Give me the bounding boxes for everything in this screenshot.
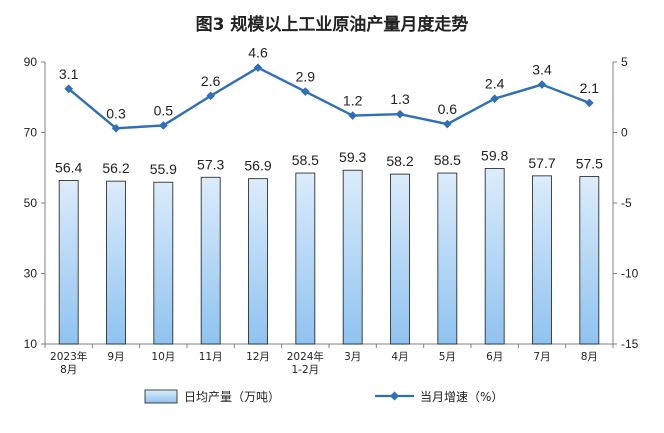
bar-data-label: 57.3 [197, 156, 224, 172]
line-point [111, 123, 121, 133]
line-data-label: 2.9 [296, 69, 316, 85]
line-point [159, 121, 168, 130]
x-tick-label: 2024年 1-2月 [287, 350, 324, 376]
x-tick-label-line: 2023年 [50, 350, 87, 363]
bar [295, 172, 316, 345]
x-tick-label-line: 8月 [581, 351, 598, 363]
line-data-label: 0.3 [106, 105, 126, 121]
left-tick-label: 70 [24, 126, 38, 140]
bar-data-label: 58.5 [434, 152, 461, 168]
bar-series [58, 168, 600, 345]
bar [484, 168, 505, 345]
line-point [443, 119, 452, 129]
chart-title: 图3 规模以上工业原油产量月度走势 [196, 14, 469, 35]
bar [437, 172, 458, 345]
x-tick-label-line: 12月 [246, 351, 270, 363]
bar-data-label: 56.2 [102, 160, 129, 176]
bar [106, 180, 126, 345]
x-tick-label: 4月 [391, 351, 408, 363]
line-data-label: 1.2 [343, 93, 363, 109]
line-data-label: 3.1 [59, 66, 79, 82]
bar [153, 181, 174, 345]
left-axis: 90 70 50 30 10 [24, 55, 46, 351]
left-tick-label: 30 [24, 267, 38, 281]
x-tick-label: 5月 [439, 351, 456, 363]
bar [200, 176, 221, 345]
bar-data-label: 59.3 [339, 149, 366, 165]
bar [390, 173, 410, 345]
x-tick-label-line: 7月 [533, 351, 550, 363]
legend-line-label: 当月增速（%） [420, 390, 503, 404]
x-tick-label: 8月 [581, 351, 598, 363]
x-tick-label-line: 11月 [199, 351, 223, 363]
bar [579, 176, 600, 345]
bar-data-label: 56.4 [55, 159, 82, 175]
right-tick-label: -15 [621, 337, 639, 351]
line-data-label: 2.1 [580, 80, 600, 96]
x-tick-label-line: 3月 [344, 351, 361, 363]
line-path [67, 66, 590, 130]
line-data-label: 2.6 [201, 73, 221, 89]
line-point [253, 63, 263, 72]
line-point [537, 80, 547, 89]
bar [58, 180, 79, 345]
line-point [348, 111, 357, 120]
bar-data-label: 59.8 [481, 147, 508, 163]
line-point [490, 94, 499, 103]
x-tick-label: 9月 [107, 351, 124, 363]
line-data-label: 3.4 [532, 62, 552, 78]
line-data-label: 0.5 [154, 102, 174, 118]
line-point [64, 84, 73, 94]
right-tick-label: 5 [621, 55, 628, 69]
line-point [585, 98, 594, 108]
x-tick-label-line: 9月 [107, 351, 124, 363]
x-tick-label-line: 6月 [486, 351, 503, 363]
x-tick-label-line: 4月 [391, 351, 408, 363]
bar-data-label: 58.2 [386, 153, 413, 169]
x-tick-label: 11月 [199, 351, 223, 363]
bar [248, 178, 268, 345]
line-point [206, 91, 215, 101]
legend-line-marker [390, 391, 399, 401]
right-tick-label: -5 [621, 196, 632, 210]
line-data-label: 1.3 [390, 91, 410, 107]
left-tick-label: 10 [24, 337, 38, 351]
right-tick-label: -10 [621, 267, 639, 281]
right-tick-label: 0 [621, 126, 628, 140]
bar-data-label: 58.5 [292, 152, 319, 168]
line-data-label: 4.6 [248, 45, 268, 61]
line-point [301, 87, 310, 96]
bar-data-label: 57.7 [528, 155, 555, 171]
legend: 日均产量（万吨） 当月增速（%） [144, 389, 503, 404]
legend-bar-label: 日均产量（万吨） [184, 390, 280, 404]
bar [532, 175, 552, 345]
left-tick-label: 50 [24, 196, 38, 210]
x-tick-label: 7月 [533, 351, 550, 363]
line-data-label: 2.4 [485, 76, 505, 92]
x-tick-label-line: 5月 [439, 351, 456, 363]
line-point [395, 109, 405, 119]
line-series [64, 63, 594, 133]
x-tick-label: 10月 [151, 351, 175, 363]
right-axis: 5 0 -5 -10 -15 [612, 55, 639, 351]
x-tick-label: 2023年 8月 [50, 350, 87, 376]
x-tick-label-line: 8月 [60, 364, 77, 376]
bar-data-label: 55.9 [150, 161, 177, 177]
line-data-labels: 3.1 0.3 0.5 2.6 4.6 2.9 1.2 1.3 0.6 2.4 3.4 2.1 [59, 45, 599, 122]
bar-data-label: 57.5 [576, 156, 603, 172]
bar [342, 169, 363, 345]
legend-bar-swatch [144, 389, 178, 404]
x-tick-label-line: 1-2月 [292, 364, 320, 376]
x-tick-label: 3月 [344, 351, 361, 363]
bar-data-labels: 56.4 56.2 55.9 57.3 56.9 58.5 59.3 58.2 58.5 59.8… [55, 147, 603, 177]
x-tick-label-line: 10月 [151, 351, 175, 363]
x-tick-label: 12月 [246, 351, 270, 363]
line-data-label: 0.6 [438, 101, 458, 117]
left-tick-label: 90 [24, 55, 38, 69]
x-tick-label: 6月 [486, 351, 503, 363]
bar-data-label: 56.9 [244, 158, 271, 174]
x-tick-label-line: 2024年 [287, 350, 324, 363]
